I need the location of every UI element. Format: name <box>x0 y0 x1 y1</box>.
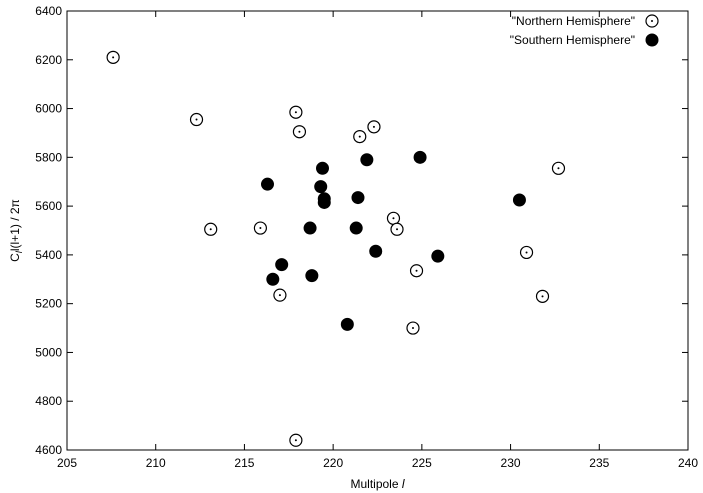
x-tick-label: 210 <box>146 456 166 470</box>
northern-point <box>406 321 420 335</box>
x-tick-label: 220 <box>323 456 343 470</box>
northern-point <box>386 211 401 225</box>
northern-point <box>353 130 367 144</box>
legend-marker-southern <box>645 33 659 47</box>
axis-ticks <box>66 10 689 451</box>
southern-point <box>360 153 374 167</box>
x-axis-title-var: l <box>402 477 405 491</box>
northern-point <box>189 112 204 127</box>
plot-frame <box>66 10 689 451</box>
southern-point <box>351 191 365 205</box>
y-tick-label: 4800 <box>35 394 62 408</box>
southern-point <box>303 221 317 235</box>
legend-label-northern: "Northern Hemisphere" <box>512 14 635 28</box>
legend-filled-circle-icon <box>645 33 659 47</box>
southern-point <box>512 193 526 207</box>
northern-point <box>367 120 381 134</box>
legend: "Northern Hemisphere" "Southern Hemisphe… <box>510 14 659 47</box>
y-axis-title-c: C <box>8 253 22 262</box>
northern-point <box>253 221 267 235</box>
northern-point <box>292 125 307 139</box>
northern-point <box>106 50 120 64</box>
y-tick-label: 5000 <box>35 345 62 359</box>
southern-point <box>349 221 363 235</box>
y-tick-label: 6400 <box>35 4 62 18</box>
y-tick-label: 5200 <box>35 297 62 311</box>
southern-point <box>369 244 383 258</box>
x-tick-label: 225 <box>412 456 432 470</box>
northern-point <box>289 105 303 119</box>
y-tick-label: 5400 <box>35 248 62 262</box>
x-tick-label: 230 <box>501 456 521 470</box>
y-tick-label: 6200 <box>35 53 62 67</box>
y-axis-title: Cll(l+1) / 2π <box>8 199 24 262</box>
data-points <box>106 50 566 447</box>
northern-point <box>204 222 218 236</box>
northern-point <box>409 264 424 278</box>
x-tick-label: 205 <box>57 456 77 470</box>
legend-marker-northern <box>645 14 659 28</box>
southern-point <box>340 317 354 331</box>
northern-point <box>535 289 550 303</box>
legend-label-southern: "Southern Hemisphere" <box>510 33 635 47</box>
y-tick-label: 6000 <box>35 102 62 116</box>
southern-point <box>431 249 445 263</box>
southern-point <box>314 180 328 194</box>
southern-point <box>260 177 274 191</box>
northern-point <box>551 161 566 175</box>
y-tick-label: 4600 <box>35 443 62 457</box>
x-tick-label: 240 <box>678 456 698 470</box>
x-tick-label: 235 <box>589 456 609 470</box>
y-axis-title-sub: l <box>14 250 24 253</box>
northern-point <box>519 245 534 260</box>
legend-open-circle-icon <box>645 14 659 28</box>
axis-tick-labels: 205 210 215 220 225 230 235 240 4600 4800 5000 5200… <box>35 4 698 470</box>
x-tick-label: 215 <box>234 456 254 470</box>
northern-point <box>289 433 303 447</box>
y-tick-label: 5800 <box>35 150 62 164</box>
y-tick-label: 5600 <box>35 199 62 213</box>
southern-point <box>317 195 331 209</box>
southern-point <box>315 161 329 175</box>
y-axis-title-tail: l(l+1) / 2π <box>8 199 22 251</box>
southern-point <box>266 272 280 286</box>
northern-point <box>273 288 287 302</box>
southern-point <box>275 258 289 272</box>
southern-point <box>305 269 319 283</box>
northern-point <box>390 222 404 236</box>
southern-point <box>413 150 427 164</box>
x-axis-title-text: Multipole <box>350 477 401 491</box>
x-axis-title: Multipole l <box>350 477 404 491</box>
